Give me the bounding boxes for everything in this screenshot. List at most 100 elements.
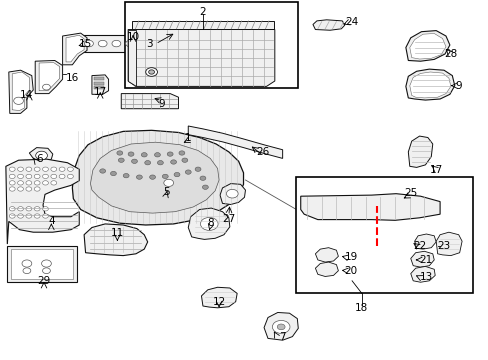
Circle shape [18,214,23,218]
Circle shape [185,170,191,174]
Polygon shape [72,130,243,225]
Polygon shape [92,75,108,94]
Circle shape [42,181,48,185]
Circle shape [26,187,32,191]
Circle shape [148,70,154,74]
Bar [11,249,73,279]
Polygon shape [407,136,432,167]
Circle shape [202,185,208,189]
Circle shape [34,167,40,171]
Circle shape [157,161,163,165]
Circle shape [42,84,50,90]
Text: 9: 9 [454,81,461,91]
Bar [94,82,104,85]
Polygon shape [414,234,435,249]
Circle shape [22,260,32,267]
Polygon shape [188,126,282,158]
Circle shape [110,171,116,176]
Circle shape [42,174,48,179]
Text: 25: 25 [403,188,417,198]
Circle shape [9,174,15,179]
Text: 7: 7 [279,332,285,342]
Polygon shape [409,72,450,98]
Circle shape [136,175,142,179]
Circle shape [14,97,23,104]
Text: 17: 17 [93,87,107,97]
Circle shape [128,152,134,156]
Polygon shape [39,63,60,91]
Text: 6: 6 [36,154,42,164]
Circle shape [200,176,205,180]
Polygon shape [62,33,87,65]
Circle shape [154,153,160,157]
Circle shape [141,153,147,157]
Text: 16: 16 [65,73,79,84]
Text: 18: 18 [354,303,368,313]
Circle shape [98,40,107,47]
Circle shape [125,40,134,47]
Circle shape [166,40,175,47]
Polygon shape [410,251,433,267]
Circle shape [118,158,124,162]
Circle shape [42,207,48,211]
Polygon shape [409,33,445,59]
Circle shape [42,268,50,274]
Circle shape [59,174,65,179]
Bar [83,35,178,52]
Text: 28: 28 [443,49,457,59]
Text: 20: 20 [344,266,357,276]
Circle shape [67,167,73,171]
Circle shape [41,260,51,267]
Circle shape [131,159,137,163]
Circle shape [34,181,40,185]
Circle shape [26,207,32,211]
Circle shape [34,187,40,191]
Polygon shape [9,70,33,113]
Polygon shape [128,30,136,86]
Polygon shape [264,312,298,340]
Circle shape [34,174,40,179]
Text: 10: 10 [126,32,139,42]
Text: 24: 24 [345,17,358,27]
Circle shape [84,40,93,47]
Text: 5: 5 [163,186,169,197]
Polygon shape [12,72,29,111]
Polygon shape [66,35,84,62]
Text: 1: 1 [184,132,191,143]
Circle shape [26,174,32,179]
Circle shape [112,40,121,47]
Circle shape [9,167,15,171]
Circle shape [174,172,180,177]
Polygon shape [410,266,434,282]
Circle shape [195,167,201,171]
Circle shape [100,169,105,173]
Polygon shape [312,20,344,30]
Text: 11: 11 [110,228,124,238]
Text: 9: 9 [158,99,164,109]
Circle shape [170,160,176,164]
Text: 14: 14 [20,90,34,100]
Polygon shape [35,60,62,94]
Bar [132,21,273,29]
Polygon shape [405,69,454,100]
Bar [295,177,472,293]
Circle shape [200,217,218,230]
Text: 3: 3 [145,39,152,49]
Polygon shape [90,142,219,213]
Circle shape [26,214,32,218]
Text: 2: 2 [199,6,206,17]
Circle shape [18,167,23,171]
Polygon shape [6,159,79,244]
Circle shape [67,174,73,179]
Circle shape [42,214,48,218]
Circle shape [36,151,47,160]
Circle shape [9,214,15,218]
Text: 21: 21 [418,255,431,265]
Circle shape [51,174,57,179]
Circle shape [9,181,15,185]
Circle shape [26,181,32,185]
Polygon shape [188,208,229,239]
Polygon shape [128,30,274,86]
Circle shape [167,152,173,156]
Circle shape [139,40,148,47]
